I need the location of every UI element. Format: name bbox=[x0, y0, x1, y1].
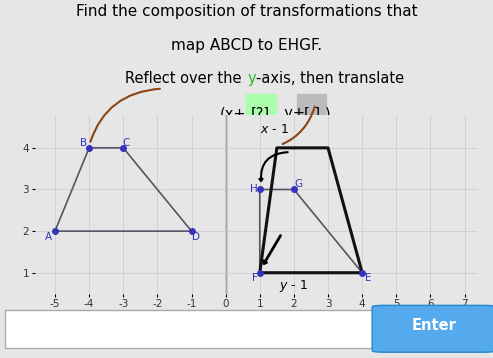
Text: (x+: (x+ bbox=[220, 106, 246, 121]
FancyBboxPatch shape bbox=[297, 94, 326, 119]
Text: Enter: Enter bbox=[411, 318, 457, 333]
Text: G: G bbox=[294, 179, 302, 189]
FancyBboxPatch shape bbox=[246, 94, 276, 119]
Text: D: D bbox=[192, 232, 200, 242]
Text: y: y bbox=[248, 71, 256, 86]
Text: , y+: , y+ bbox=[275, 106, 305, 121]
Text: Find the composition of transformations that: Find the composition of transformations … bbox=[76, 4, 417, 19]
Text: $\it{x}$ - 1: $\it{x}$ - 1 bbox=[260, 123, 289, 136]
Text: ).: ). bbox=[325, 106, 335, 121]
Text: B: B bbox=[80, 138, 87, 148]
Text: E: E bbox=[365, 273, 372, 283]
Text: [?]: [?] bbox=[251, 106, 270, 121]
Text: H: H bbox=[250, 184, 258, 194]
Text: C: C bbox=[122, 138, 130, 148]
Text: F: F bbox=[252, 273, 258, 283]
Text: $\it{y}$ - 1: $\it{y}$ - 1 bbox=[279, 277, 308, 294]
Text: map ABCD to EHGF.: map ABCD to EHGF. bbox=[171, 38, 322, 53]
Text: A: A bbox=[45, 232, 52, 242]
FancyBboxPatch shape bbox=[372, 305, 493, 352]
Text: -axis, then translate: -axis, then translate bbox=[255, 71, 404, 86]
FancyBboxPatch shape bbox=[5, 310, 380, 348]
Text: Reflect over the: Reflect over the bbox=[125, 71, 246, 86]
Text: [ ]: [ ] bbox=[304, 106, 319, 121]
